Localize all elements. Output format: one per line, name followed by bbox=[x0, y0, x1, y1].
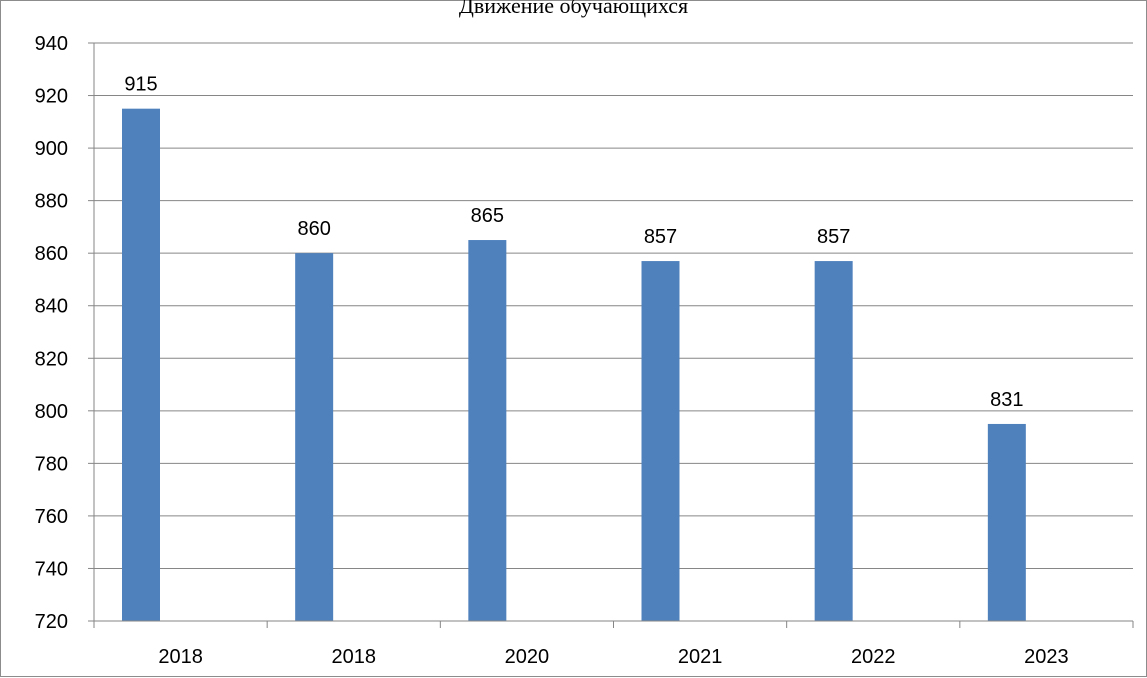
bar bbox=[987, 423, 1026, 621]
y-tick-label: 920 bbox=[35, 86, 68, 108]
data-label: 857 bbox=[817, 226, 850, 248]
axes bbox=[88, 42, 1134, 628]
bar bbox=[814, 261, 853, 621]
data-label: 915 bbox=[124, 74, 157, 96]
y-tick-label: 840 bbox=[35, 296, 68, 318]
data-label: 857 bbox=[644, 226, 677, 248]
y-tick-label: 860 bbox=[35, 243, 68, 265]
y-tick-label: 940 bbox=[35, 33, 68, 55]
y-tick-label: 780 bbox=[35, 453, 68, 475]
y-tick-label: 800 bbox=[35, 401, 68, 423]
x-tick-label: 2021 bbox=[678, 646, 723, 668]
y-tick-label: 740 bbox=[35, 558, 68, 580]
x-tick-label: 2020 bbox=[505, 646, 550, 668]
bars bbox=[122, 108, 1026, 621]
y-tick-label: 900 bbox=[35, 138, 68, 160]
bar bbox=[468, 240, 507, 621]
chart-title: Движение обучающихся bbox=[458, 0, 689, 18]
data-label: 831 bbox=[990, 389, 1023, 411]
y-tick-label: 820 bbox=[35, 348, 68, 370]
gridlines bbox=[94, 42, 1133, 569]
x-tick-label: 2018 bbox=[158, 646, 203, 668]
x-tick-label: 2022 bbox=[851, 646, 896, 668]
y-tick-label: 720 bbox=[35, 611, 68, 633]
x-tick-label: 2018 bbox=[332, 646, 377, 668]
y-tick-label: 760 bbox=[35, 506, 68, 528]
x-tick-label: 2023 bbox=[1024, 646, 1069, 668]
data-label: 860 bbox=[297, 218, 330, 240]
bar bbox=[641, 261, 680, 621]
data-label: 865 bbox=[471, 205, 504, 227]
bar bbox=[122, 108, 160, 621]
bar bbox=[295, 253, 334, 621]
y-tick-label: 880 bbox=[35, 191, 68, 213]
labels: 720 740 760 780 800 820 840 860 880 900 920 940 915 8… bbox=[35, 33, 1069, 668]
